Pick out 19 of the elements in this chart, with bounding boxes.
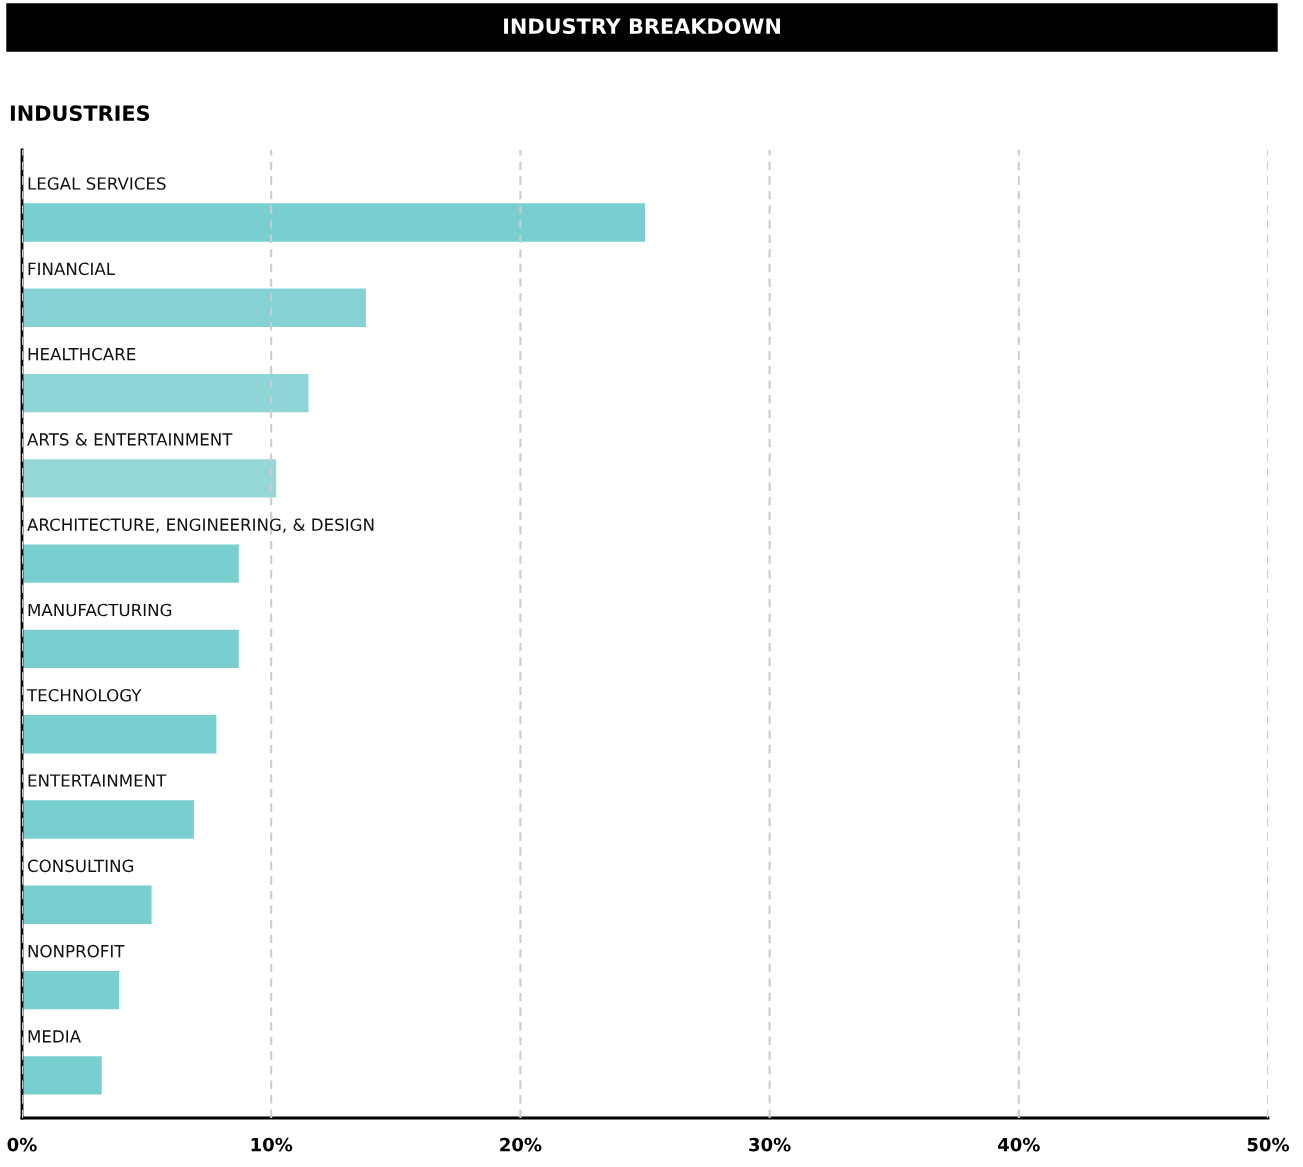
x-tick-label: 50% (1247, 1137, 1290, 1152)
y-tick-label: FINANCIAL (28, 262, 115, 276)
y-tick-label: ARCHITECTURE, ENGINEERING, & DESIGN (27, 518, 374, 533)
x-tick-label: 30% (749, 1137, 791, 1152)
y-tick-label: HEALTHCARE (28, 347, 136, 361)
y-tick-label: NONPROFIT (28, 944, 125, 958)
x-tick-label: 10% (251, 1137, 293, 1152)
y-tick-label: MEDIA (28, 1030, 81, 1043)
x-tick-label: 40% (998, 1137, 1040, 1152)
y-tick-label: CONSULTING (27, 859, 134, 873)
y-tick-label: TECHNOLOGY (26, 688, 142, 702)
y-tick-label: MANUFACTURING (28, 603, 172, 617)
y-tick-label: ARTS & ENTERTAINMENT (27, 433, 233, 446)
x-tick-label: 20% (500, 1137, 542, 1152)
chart-title: INDUSTRY BREAKDOWN (504, 18, 780, 35)
y-tick-label: ENTERTAINMENT (28, 774, 167, 787)
y-tick-label: LEGAL SERVICES (28, 177, 166, 190)
chart-subtitle: INDUSTRIES (10, 105, 150, 122)
x-tick-label: 0% (7, 1137, 37, 1152)
